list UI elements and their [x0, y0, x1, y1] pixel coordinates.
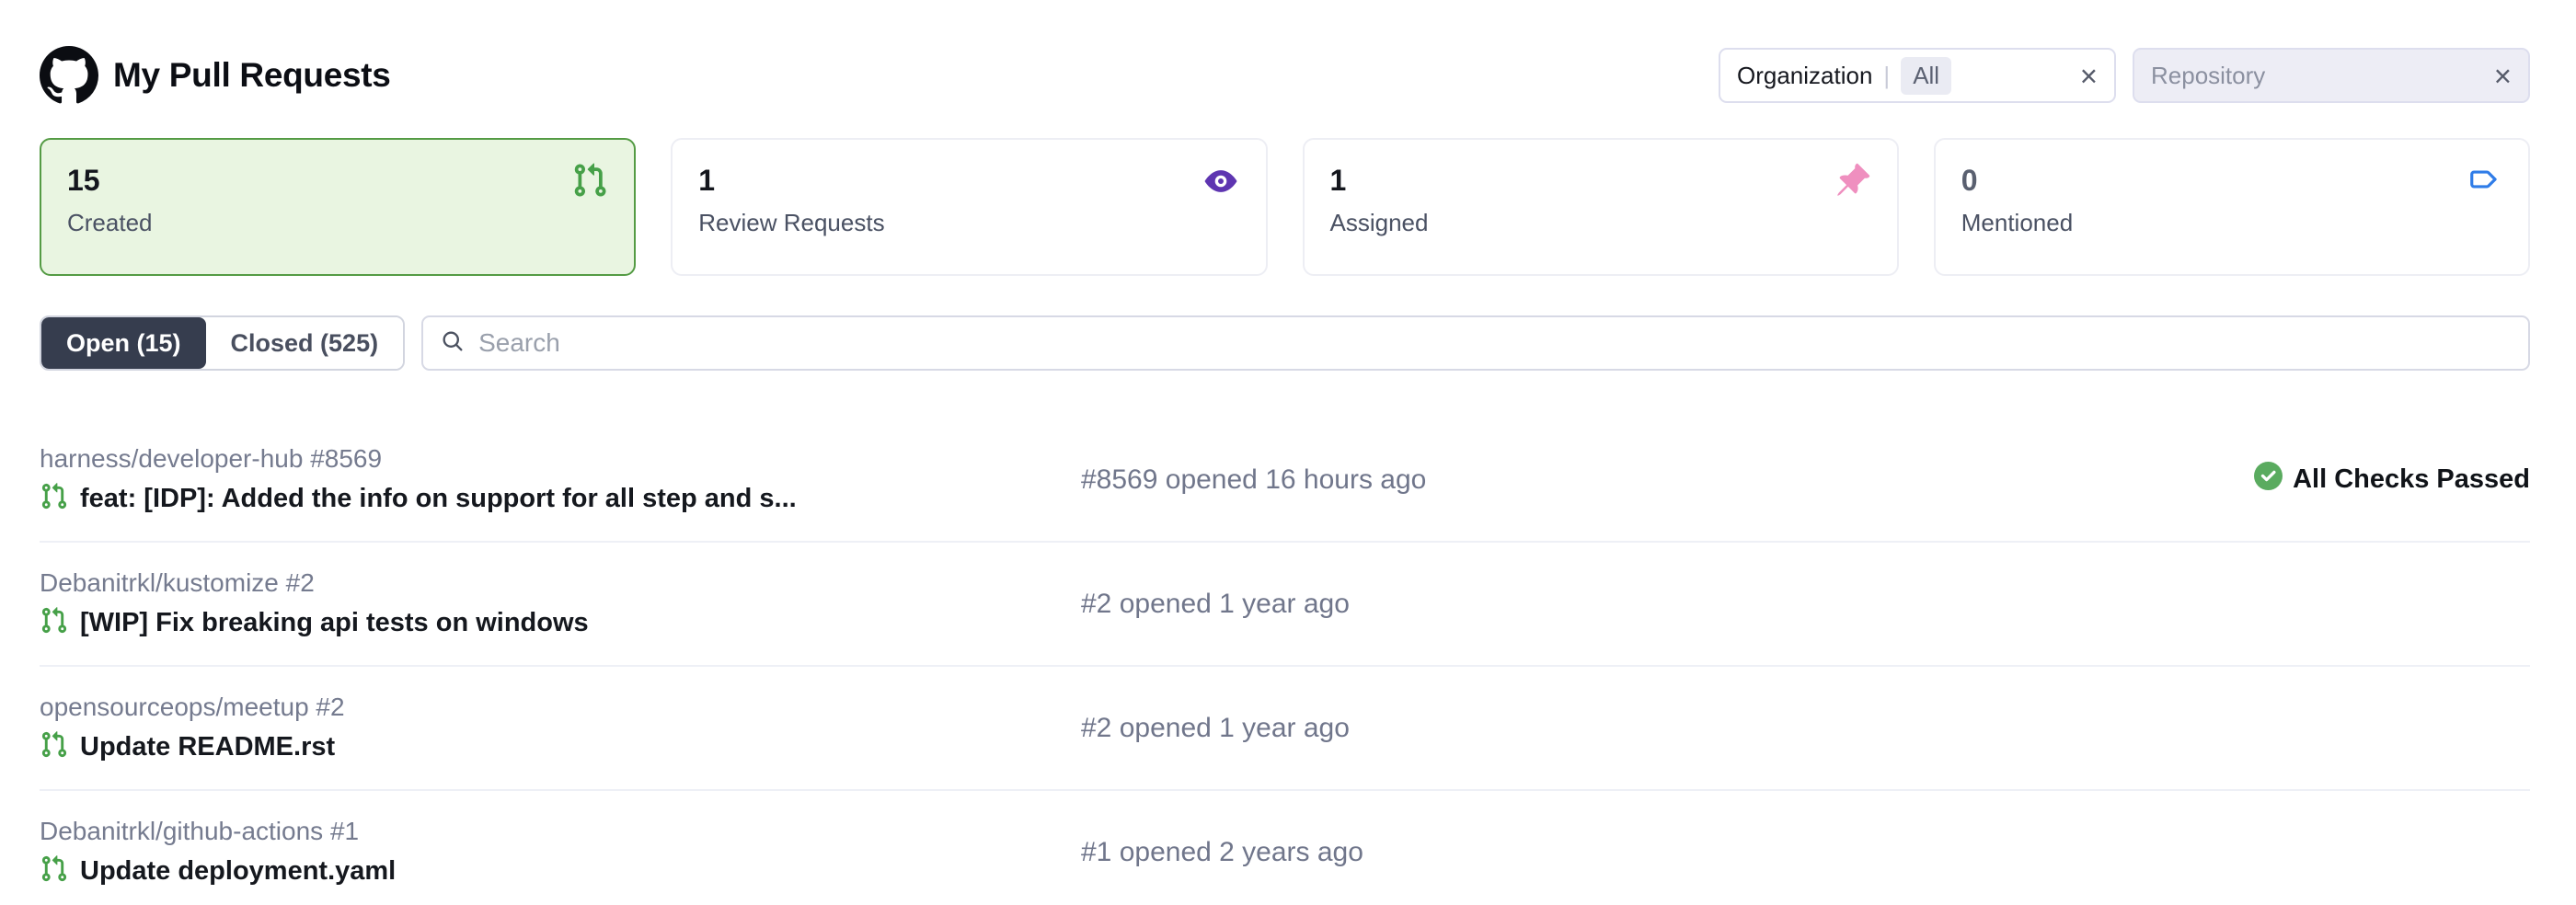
filter-divider: |: [1883, 61, 1891, 89]
pull-request-list: harness/developer-hub #8569 feat: [IDP]:…: [40, 418, 2530, 905]
check-circle-icon: [2254, 462, 2283, 498]
pr-title-link[interactable]: feat: [IDP]: Added the info on support f…: [80, 483, 797, 513]
pr-title-link[interactable]: [WIP] Fix breaking api tests on windows: [80, 607, 589, 637]
controls-row: Open (15) Closed (525): [40, 315, 2530, 371]
repository-clear-icon[interactable]: ×: [2493, 58, 2512, 93]
pr-repo-link[interactable]: Debanitrkl/kustomize #2: [40, 568, 315, 597]
organization-filter-label: Organization: [1737, 61, 1873, 89]
pr-opened-text: #2 opened 1 year ago: [1081, 588, 1350, 619]
github-logo-icon: [40, 46, 98, 105]
stat-value: 1: [1329, 164, 1347, 197]
pull-request-icon: [40, 606, 68, 639]
header: My Pull Requests Organization | All × Re…: [40, 46, 2530, 105]
organization-filter[interactable]: Organization | All ×: [1719, 48, 2116, 103]
pr-repo-link[interactable]: Debanitrkl/github-actions #1: [40, 817, 360, 845]
pull-request-icon: [571, 162, 608, 203]
pr-left-cell: Debanitrkl/kustomize #2 [WIP] Fix breaki…: [40, 568, 1081, 639]
stat-label: Review Requests: [698, 209, 885, 236]
tag-icon: [2467, 162, 2502, 201]
search-icon: [440, 328, 466, 359]
stat-value: 15: [67, 164, 100, 197]
pr-opened-text: #2 opened 1 year ago: [1081, 712, 1350, 743]
pull-request-icon: [40, 482, 68, 515]
brand: My Pull Requests: [40, 46, 391, 105]
pin-icon: [1834, 162, 1871, 203]
pr-status-text: All Checks Passed: [2293, 464, 2530, 494]
search-input[interactable]: [478, 328, 2512, 358]
organization-clear-icon[interactable]: ×: [2079, 58, 2098, 93]
page-title: My Pull Requests: [113, 56, 391, 94]
state-tabs: Open (15) Closed (525): [40, 315, 406, 371]
pull-request-row: harness/developer-hub #8569 feat: [IDP]:…: [40, 418, 2530, 543]
pull-request-row: Debanitrkl/github-actions #1 Update depl…: [40, 791, 2530, 905]
repository-filter[interactable]: Repository ×: [2133, 48, 2530, 103]
stat-card-review-requests[interactable]: 1 Review Requests: [671, 138, 1268, 276]
stat-card-created[interactable]: 15 Created: [40, 138, 637, 276]
stat-value: 0: [1961, 164, 1978, 197]
tab-closed[interactable]: Closed (525): [205, 317, 404, 369]
repository-filter-placeholder: Repository: [2151, 61, 2266, 89]
pr-opened-text: #1 opened 2 years ago: [1081, 836, 1363, 867]
eye-icon: [1202, 162, 1240, 205]
pull-request-icon: [40, 730, 68, 763]
pull-request-row: Debanitrkl/kustomize #2 [WIP] Fix breaki…: [40, 543, 2530, 667]
filters: Organization | All × Repository ×: [1719, 48, 2530, 103]
pr-opened-text: #8569 opened 16 hours ago: [1081, 464, 1427, 495]
stat-cards: 15 Created 1 Review Requests 1 Assigned: [40, 138, 2530, 276]
pr-title-link[interactable]: Update README.rst: [80, 731, 336, 762]
stat-card-assigned[interactable]: 1 Assigned: [1302, 138, 1899, 276]
pr-left-cell: opensourceops/meetup #2 Update README.rs…: [40, 693, 1081, 763]
pull-request-icon: [40, 854, 68, 888]
stat-label: Mentioned: [1961, 209, 2074, 236]
pr-repo-link[interactable]: opensourceops/meetup #2: [40, 693, 345, 721]
pr-repo-link[interactable]: harness/developer-hub #8569: [40, 444, 383, 473]
pr-left-cell: harness/developer-hub #8569 feat: [IDP]:…: [40, 444, 1081, 515]
my-pull-requests-page: My Pull Requests Organization | All × Re…: [0, 46, 2576, 905]
organization-filter-value: All: [1901, 56, 1952, 95]
pull-request-row: opensourceops/meetup #2 Update README.rs…: [40, 667, 2530, 791]
search-box[interactable]: [421, 315, 2530, 371]
stat-label: Created: [67, 209, 153, 236]
stat-label: Assigned: [1329, 209, 1429, 236]
pr-title-link[interactable]: Update deployment.yaml: [80, 855, 397, 886]
pr-status-badge: All Checks Passed: [2254, 462, 2530, 498]
stat-card-mentioned[interactable]: 0 Mentioned: [1933, 138, 2530, 276]
tab-open[interactable]: Open (15): [41, 317, 206, 369]
pr-left-cell: Debanitrkl/github-actions #1 Update depl…: [40, 817, 1081, 888]
stat-value: 1: [698, 164, 716, 197]
